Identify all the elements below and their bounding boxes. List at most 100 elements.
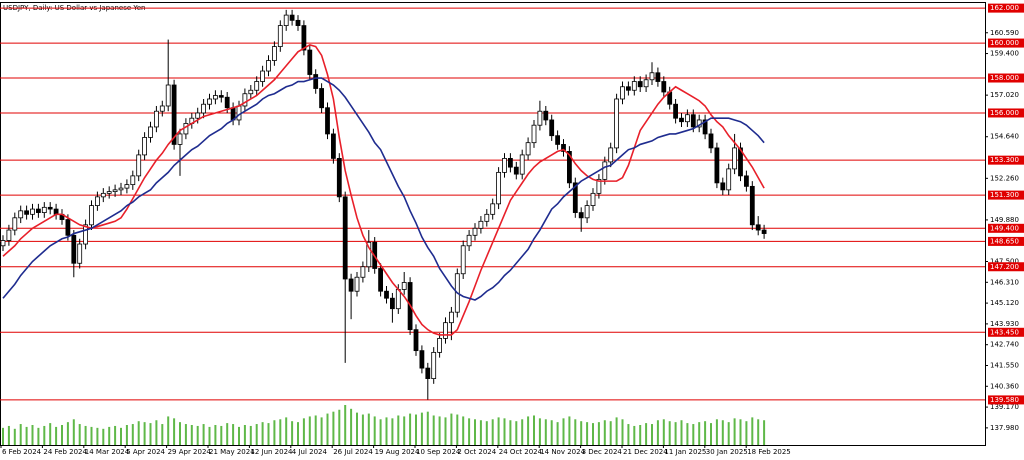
volume-bar (633, 425, 636, 445)
volume-bar (13, 428, 16, 445)
candle-body (248, 89, 254, 95)
level-label: 158.000 (990, 74, 1019, 82)
volume-bar (202, 424, 205, 445)
volume-bar (474, 419, 476, 445)
volume-bar (149, 423, 152, 445)
candle-body (124, 184, 130, 189)
candle-body (496, 171, 502, 205)
candle-body (389, 297, 395, 310)
volume-bar (556, 422, 559, 445)
y-tick-label: 157.020 (990, 91, 1019, 99)
candle-body (567, 151, 572, 184)
volume-bar (155, 420, 158, 445)
candle-body (77, 243, 83, 264)
volume-bar (733, 418, 736, 445)
y-tick-label: 141.550 (990, 361, 1019, 369)
candle-body (301, 25, 307, 51)
candle-body (708, 133, 714, 149)
volume-bar (361, 414, 364, 445)
candle-body (620, 86, 625, 100)
volume-bar (78, 424, 81, 445)
volume-bar (308, 416, 311, 445)
level-label-box (988, 395, 1024, 405)
volume-bar (415, 414, 417, 445)
volume-bar (19, 424, 22, 445)
candle-body (549, 119, 555, 137)
volume-bar (562, 418, 565, 445)
y-tick-label: 140.360 (990, 382, 1019, 390)
volume-bar (137, 421, 140, 445)
candle-body (726, 168, 732, 191)
volume-bar (432, 415, 435, 445)
volume-bar (462, 416, 465, 445)
volume-bar (668, 421, 671, 445)
candle-body (118, 187, 124, 191)
volume-bar (373, 416, 376, 445)
candle-body (260, 70, 266, 82)
y-tick-label: 152.260 (990, 174, 1019, 182)
volume-bar (291, 421, 294, 445)
volume-bar (391, 418, 394, 445)
level-label: 148.650 (990, 237, 1019, 245)
volume-bar (184, 424, 187, 445)
volume-bar (527, 416, 530, 445)
candle-body (419, 350, 425, 369)
volume-bar (426, 411, 429, 445)
candle-body (106, 191, 112, 194)
candle-body (136, 154, 142, 177)
volume-bar (621, 419, 624, 445)
volume-bar (444, 417, 447, 445)
volume-bar (190, 425, 193, 445)
volume-bar (302, 418, 305, 445)
candle-body (348, 278, 354, 292)
y-tick-label: 147.500 (990, 258, 1019, 266)
volume-bar (592, 423, 594, 445)
volume-bar (645, 423, 648, 445)
volume-bar (367, 413, 370, 445)
volume-bar (597, 422, 600, 445)
candle-body (24, 210, 30, 215)
volume-bar (297, 422, 299, 445)
candle-body (100, 192, 106, 198)
x-tick-label: 11 Jan 2025 (664, 448, 706, 456)
level-label-box (988, 327, 1024, 337)
volume-bar (538, 418, 541, 445)
volume-bar (161, 424, 164, 445)
volume-bar (31, 425, 34, 445)
candle-body (460, 245, 466, 275)
candle-body (714, 147, 720, 184)
candle-body (732, 147, 737, 170)
volume-bar (90, 426, 93, 445)
volume-bar (503, 418, 506, 445)
volume-bar (114, 425, 117, 445)
volume-bar (509, 420, 512, 445)
candle-body (502, 158, 507, 173)
volume-bar (232, 424, 235, 445)
level-label: 156.000 (990, 109, 1019, 117)
candle-body (690, 114, 696, 128)
candle-body (336, 158, 342, 198)
candle-body (543, 110, 549, 121)
candle-body (507, 158, 513, 168)
volume-bar (326, 413, 329, 445)
candle-body (130, 175, 136, 186)
volume-bar (226, 423, 229, 445)
candle-body (555, 135, 560, 145)
x-tick-label: 21 May 2024 (209, 448, 255, 456)
volume-bar (196, 425, 199, 445)
candle-body (142, 137, 148, 156)
volume-bar (686, 423, 689, 445)
volume-bar (479, 420, 482, 445)
x-tick-label: 6 Feb 2024 (2, 448, 42, 456)
level-label-box (988, 73, 1024, 83)
volume-bar (662, 419, 665, 445)
volume-bar (409, 413, 412, 445)
y-tick-label: 159.400 (990, 50, 1019, 58)
candle-body (466, 234, 472, 247)
volume-bar (25, 426, 28, 445)
volume-bar (438, 416, 441, 445)
candle-body (472, 227, 478, 236)
volume-bar (255, 424, 258, 445)
candle-body (330, 133, 336, 159)
